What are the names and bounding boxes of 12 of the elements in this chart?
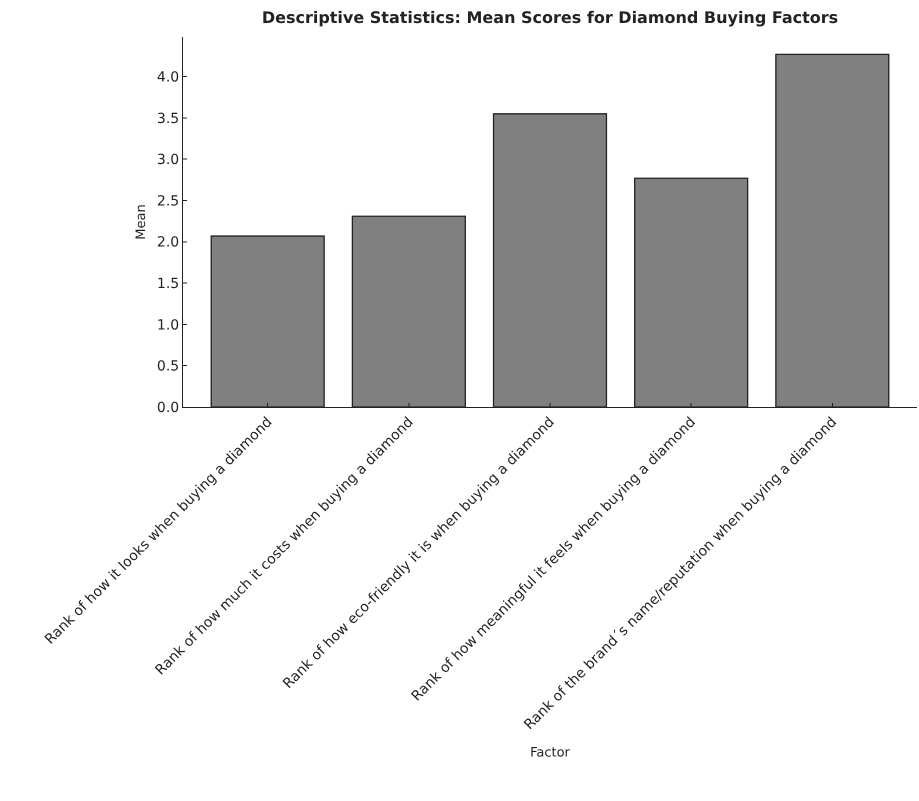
- y-axis-title: Mean: [134, 204, 149, 240]
- x-axis-title: Factor: [530, 746, 571, 761]
- y-tick-label: 4.0: [156, 70, 180, 86]
- y-tick-label: 3.5: [156, 110, 180, 127]
- y-tick-label: 1.0: [156, 317, 180, 334]
- y-tick-label: 1.5: [156, 276, 180, 292]
- y-tick-label: 2.0: [156, 234, 180, 251]
- chart-title: Descriptive Statistics: Mean Scores for Diamond Buying Factors: [262, 8, 838, 28]
- y-tick-label: 2.5: [156, 193, 180, 210]
- y-tick-label: 0.0: [156, 400, 180, 416]
- y-tick-label: 0.5: [156, 358, 180, 375]
- y-tick-label: 3.0: [156, 152, 180, 168]
